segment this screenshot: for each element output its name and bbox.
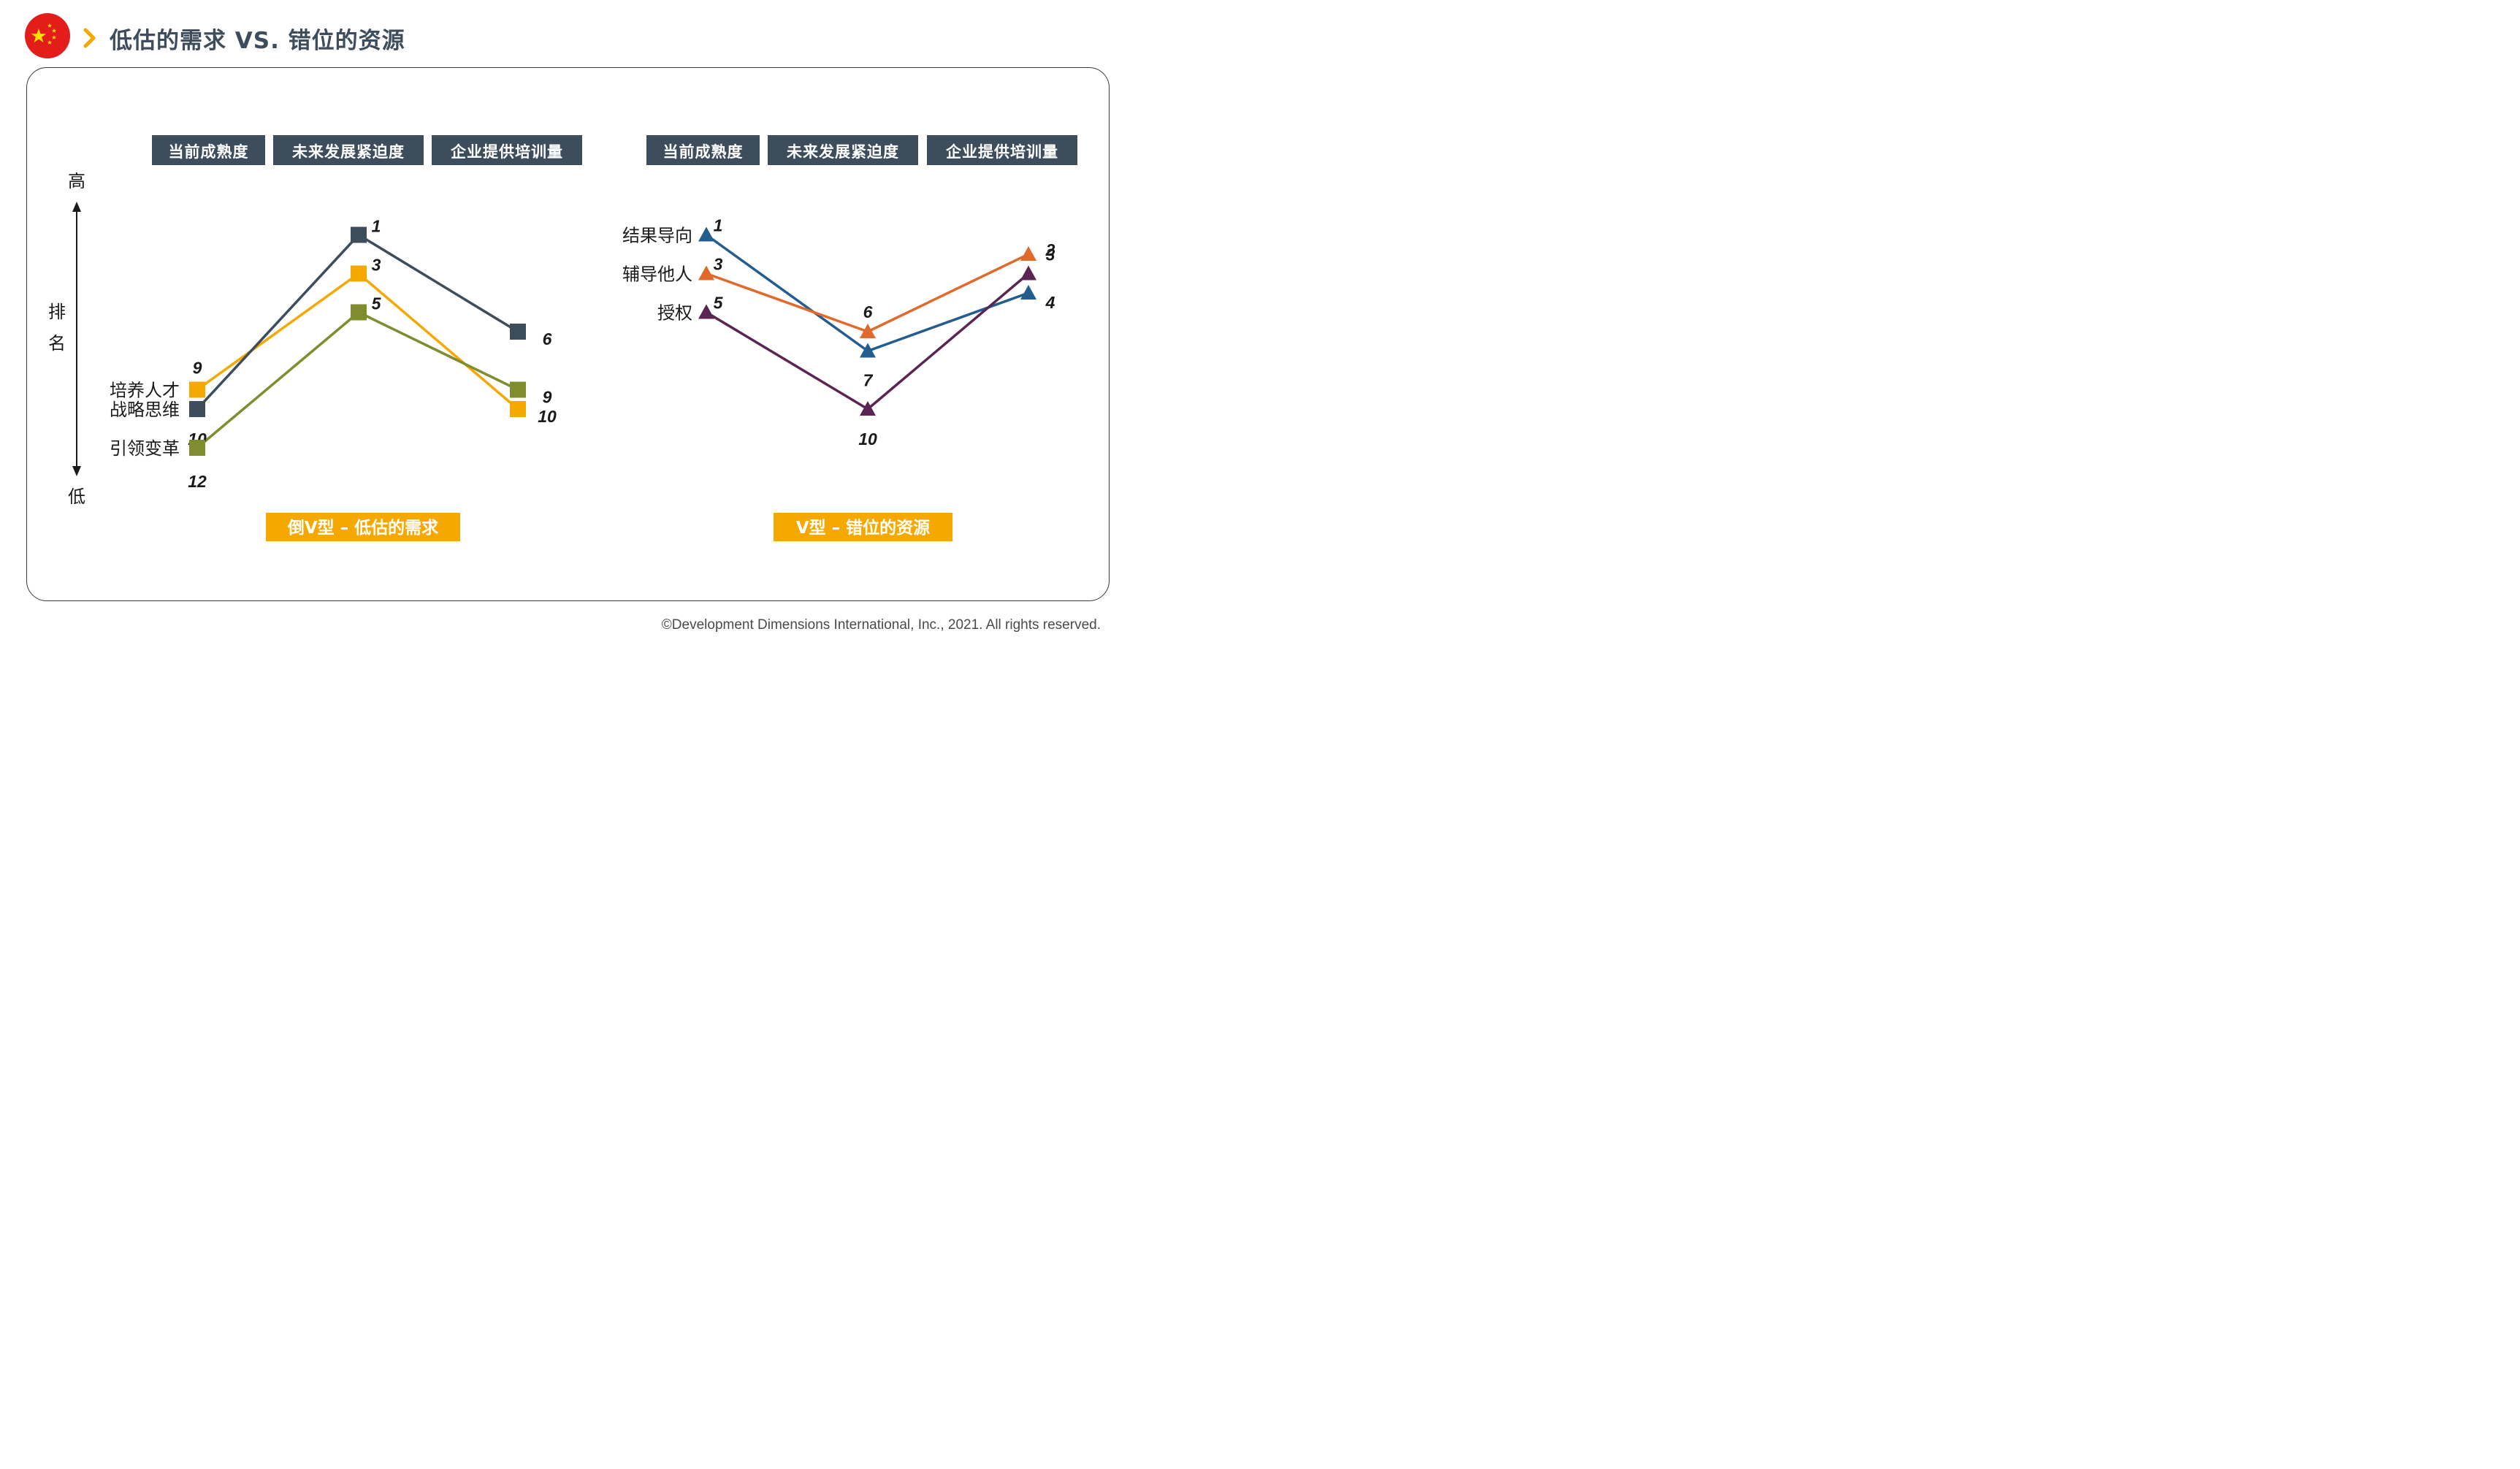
data-point-square bbox=[510, 401, 526, 417]
data-value-label: 5 bbox=[372, 294, 382, 313]
data-point-square bbox=[189, 440, 205, 456]
data-value-label: 6 bbox=[863, 302, 873, 321]
series-name-label: 培养人才 bbox=[110, 381, 180, 401]
data-point-triangle bbox=[1020, 246, 1036, 261]
series-name-label: 结果导向 bbox=[622, 226, 692, 246]
category-header-box bbox=[432, 135, 582, 165]
data-value-label: 6 bbox=[543, 329, 552, 348]
data-value-label: 12 bbox=[188, 472, 207, 491]
category-header-label: 企业提供培训量 bbox=[450, 143, 563, 161]
data-value-label: 10 bbox=[538, 407, 557, 426]
header: 低估的需求 VS. 错位的资源 bbox=[0, 0, 1132, 66]
data-point-triangle bbox=[860, 324, 876, 338]
data-value-label: 9 bbox=[543, 388, 552, 407]
arrow-up-icon bbox=[72, 202, 81, 212]
data-value-label: 1 bbox=[714, 216, 723, 235]
page-title: 低估的需求 VS. 错位的资源 bbox=[110, 28, 405, 54]
series-line bbox=[196, 310, 519, 449]
category-header-label: 未来发展紧迫度 bbox=[787, 143, 899, 161]
chart-caption: 倒V型 – 低估的需求 bbox=[287, 518, 438, 538]
axis-high-label: 高 bbox=[68, 171, 85, 191]
axis-low-label: 低 bbox=[68, 487, 85, 507]
chart-caption-box bbox=[266, 513, 460, 541]
category-header-box bbox=[646, 135, 760, 165]
data-value-label: 7 bbox=[863, 371, 874, 390]
series-name-label: 引领变革 bbox=[110, 438, 180, 459]
category-header-label: 未来发展紧迫度 bbox=[292, 143, 405, 161]
category-header-box bbox=[927, 135, 1077, 165]
data-value-label: 9 bbox=[193, 359, 202, 378]
data-point-square bbox=[351, 304, 367, 321]
chevron-right-icon bbox=[83, 28, 96, 48]
data-point-square bbox=[189, 401, 205, 417]
category-header-box bbox=[768, 135, 918, 165]
arrow-down-icon bbox=[72, 466, 81, 476]
category-header-box bbox=[152, 135, 265, 165]
series-name-label: 战略思维 bbox=[110, 400, 180, 420]
chart-caption-box bbox=[774, 513, 952, 541]
data-point-triangle bbox=[698, 304, 714, 319]
category-header-box bbox=[273, 135, 424, 165]
data-point-triangle bbox=[1020, 285, 1036, 299]
data-value-label: 2 bbox=[1045, 240, 1055, 259]
category-header-label: 当前成熟度 bbox=[169, 143, 249, 161]
data-point-triangle bbox=[698, 226, 714, 242]
axis-title-char: 排 bbox=[48, 302, 66, 322]
data-value-label: 10 bbox=[858, 430, 877, 449]
copyright-text: ©Development Dimensions International, I… bbox=[661, 617, 1101, 633]
data-point-square bbox=[351, 226, 367, 243]
category-header-label: 企业提供培训量 bbox=[945, 143, 1058, 161]
series-name-label: 授权 bbox=[657, 303, 692, 324]
data-value-label: 1 bbox=[372, 217, 381, 236]
category-header-label: 当前成熟度 bbox=[663, 143, 744, 161]
data-value-label: 4 bbox=[1045, 293, 1055, 312]
china-flag-icon bbox=[25, 13, 70, 58]
data-point-triangle bbox=[860, 343, 876, 358]
data-point-square bbox=[351, 265, 367, 282]
data-point-square bbox=[189, 381, 205, 398]
data-point-triangle bbox=[860, 401, 876, 416]
data-point-square bbox=[510, 324, 526, 340]
data-point-triangle bbox=[1020, 265, 1036, 281]
data-point-triangle bbox=[698, 265, 714, 281]
series-line bbox=[196, 233, 519, 411]
axis-title-char: 名 bbox=[48, 333, 66, 354]
data-value-label: 5 bbox=[714, 294, 724, 313]
chart-caption: V型 – 错位的资源 bbox=[796, 518, 930, 538]
series-line bbox=[196, 272, 519, 411]
series-name-label: 辅导他人 bbox=[622, 264, 692, 285]
data-point-square bbox=[510, 381, 526, 398]
data-value-label: 3 bbox=[372, 256, 381, 275]
data-value-label: 3 bbox=[714, 255, 723, 274]
data-value-label: 3 bbox=[1046, 245, 1055, 264]
